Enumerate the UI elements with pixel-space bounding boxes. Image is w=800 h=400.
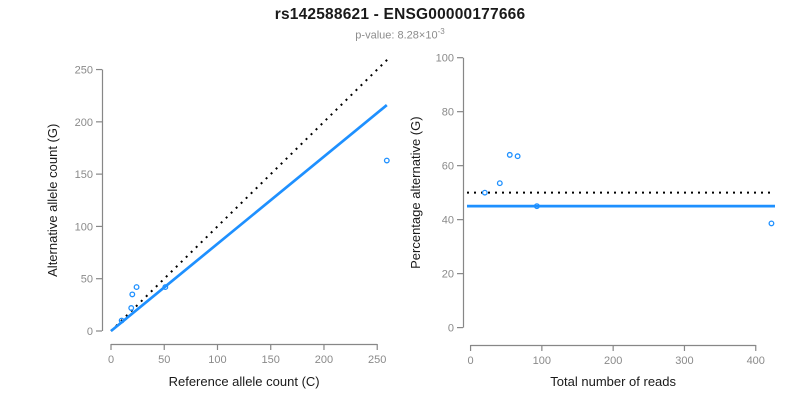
y-tick-label: 60 [442,161,454,173]
data-point [129,291,136,298]
y-tick-label: 40 [442,215,454,227]
x-axis-title: Reference allele count (C) [169,374,320,389]
data-point [383,157,390,164]
x-axis-title: Total number of reads [550,374,676,389]
fit-line [110,104,388,333]
data-point [506,151,513,158]
x-tick-label: 100 [533,355,551,367]
data-point [481,189,488,196]
x-tick-label: 200 [604,355,622,367]
y-tick-label: 150 [75,169,93,181]
data-point [118,317,125,324]
y-tick-label: 0 [87,326,93,338]
data-point [533,203,540,210]
x-tick-label: 0 [108,354,114,366]
y-tick-label: 250 [75,65,93,77]
x-tick-label: 50 [158,354,170,366]
x-tick-label: 250 [368,354,386,366]
y-tick-label: 0 [448,323,454,335]
data-point [162,284,169,291]
data-point [496,180,503,187]
y-axis-title: Alternative allele count (G) [45,124,60,277]
data-point [514,153,521,160]
y-tick-label: 20 [442,269,454,281]
y-tick-label: 100 [436,53,454,65]
x-tick-label: 300 [675,355,693,367]
data-point [768,220,775,227]
x-tick-label: 200 [315,354,333,366]
y-tick-label: 50 [81,274,93,286]
data-point [133,284,140,291]
x-tick-label: 100 [208,354,226,366]
y-tick-label: 100 [75,221,93,233]
x-tick-label: 0 [468,355,474,367]
x-tick-label: 400 [747,355,765,367]
data-point [128,305,135,311]
x-tick-label: 150 [262,354,280,366]
y-axis-title: Percentage alternative (G) [408,116,423,268]
y-tick-label: 80 [442,107,454,119]
identity-line [110,57,390,332]
y-tick-label: 200 [75,117,93,129]
